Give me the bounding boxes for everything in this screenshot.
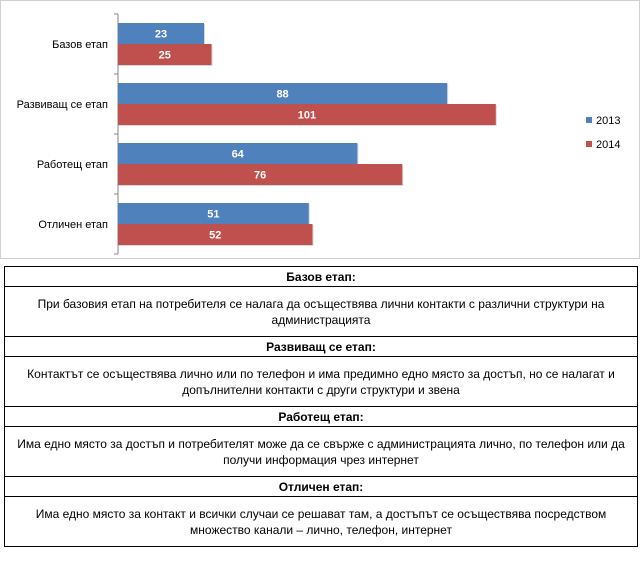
bar-chart: Базов етап 23 25 Развиващ се етап 88 101 Работ… [17, 13, 620, 255]
bar-value-label: 51 [207, 209, 219, 221]
category-label: Работещ етап [37, 159, 108, 171]
stage-heading: Развиващ се етап: [4, 336, 638, 357]
bar-value-label: 52 [209, 230, 221, 242]
bar-2013 [118, 203, 309, 224]
stage-heading: Базов етап: [4, 266, 638, 287]
legend-label: 2014 [596, 139, 620, 151]
table-row: При базовия етап на потребителя се налаг… [4, 286, 638, 337]
table-row: Развиващ се етап: [4, 336, 638, 357]
bar-2014 [118, 224, 313, 245]
category-label: Развиващ се етап [17, 99, 108, 111]
table-row: Има едно място за контакт и всички случа… [4, 496, 638, 547]
table-row: Отличен етап: [4, 476, 638, 497]
legend-label: 2013 [596, 115, 620, 127]
table-row: Контактът се осъществява лично или по те… [4, 356, 638, 407]
legend-swatch [586, 117, 592, 123]
bar-value-label: 25 [159, 50, 171, 62]
bar-value-label: 23 [155, 29, 167, 41]
category-label: Отличен етап [38, 219, 108, 231]
bar-value-label: 88 [276, 89, 288, 101]
table-row: Базов етап: [4, 266, 638, 287]
stage-heading: Отличен етап: [4, 476, 638, 497]
stage-description: Има едно място за контакт и всички случа… [4, 496, 638, 547]
bar-2013 [118, 83, 448, 104]
stage-description: Контактът се осъществява лично или по те… [4, 356, 638, 407]
table-row: Има едно място за достъп и потребителят … [4, 426, 638, 477]
chart-area: Базов етап 23 25 Развиващ се етап 88 101 Работ… [0, 0, 640, 259]
table-row: Работещ етап: [4, 406, 638, 427]
stage-description-table: Базов етап: При базовия етап на потребит… [4, 266, 638, 547]
bar-value-label: 64 [232, 149, 245, 161]
category-label: Базов етап [52, 39, 108, 51]
bar-2013 [118, 143, 358, 164]
bar-2014 [118, 44, 212, 65]
bar-value-label: 101 [298, 110, 316, 122]
stage-heading: Работещ етап: [4, 406, 638, 427]
bar-2014 [118, 164, 403, 185]
bar-2013 [118, 23, 205, 44]
bar-2014 [118, 104, 496, 125]
bar-value-label: 76 [254, 170, 266, 182]
stage-description: При базовия етап на потребителя се налаг… [4, 286, 638, 337]
stage-description: Има едно място за достъп и потребителят … [4, 426, 638, 477]
legend-swatch [586, 141, 592, 147]
